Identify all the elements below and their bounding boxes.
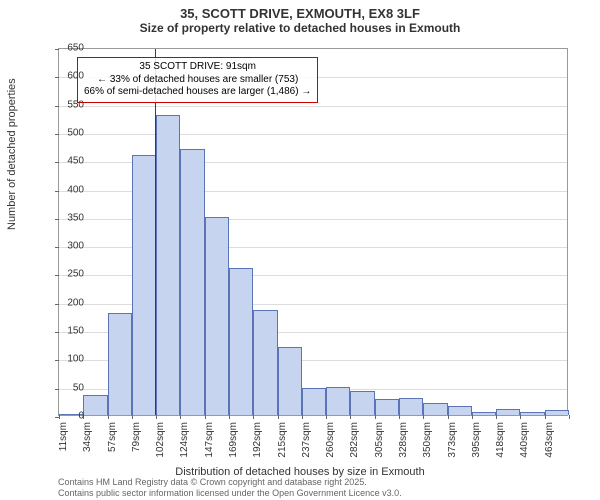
- y-tick-label: 650: [44, 43, 84, 54]
- y-tick-label: 150: [44, 326, 84, 337]
- x-tick: [423, 415, 424, 419]
- annotation-line: 35 SCOTT DRIVE: 91sqm: [84, 61, 311, 74]
- x-tick: [545, 415, 546, 419]
- x-tick: [569, 415, 570, 419]
- histogram-bar: [229, 268, 253, 415]
- histogram-bar: [545, 410, 569, 415]
- y-tick-label: 300: [44, 241, 84, 252]
- x-tick: [399, 415, 400, 419]
- title-line1: 35, SCOTT DRIVE, EXMOUTH, EX8 3LF: [0, 6, 600, 21]
- histogram-bar: [205, 217, 229, 415]
- annotation-line: ← 33% of detached houses are smaller (75…: [84, 74, 311, 87]
- x-tick: [278, 415, 279, 419]
- annotation-box: 35 SCOTT DRIVE: 91sqm← 33% of detached h…: [77, 57, 318, 103]
- x-tick: [448, 415, 449, 419]
- x-tick: [302, 415, 303, 419]
- x-tick: [108, 415, 109, 419]
- y-gridline: [59, 134, 567, 135]
- y-tick-label: 400: [44, 184, 84, 195]
- credit-line2: Contains public sector information licen…: [58, 488, 402, 498]
- y-tick-label: 0: [44, 411, 84, 422]
- y-tick-label: 250: [44, 269, 84, 280]
- y-axis-label: Number of detached properties: [6, 78, 18, 230]
- histogram-bar: [496, 409, 520, 415]
- x-tick: [229, 415, 230, 419]
- property-marker-line: [155, 49, 156, 415]
- histogram-plot: 35 SCOTT DRIVE: 91sqm← 33% of detached h…: [58, 48, 568, 416]
- x-tick: [472, 415, 473, 419]
- y-tick-label: 350: [44, 212, 84, 223]
- y-tick-label: 100: [44, 354, 84, 365]
- histogram-bar: [520, 412, 544, 415]
- histogram-bar: [253, 310, 277, 415]
- x-tick: [180, 415, 181, 419]
- annotation-line: 66% of semi-detached houses are larger (…: [84, 86, 311, 99]
- credit-line1: Contains HM Land Registry data © Crown c…: [58, 477, 402, 487]
- x-tick: [253, 415, 254, 419]
- y-tick-label: 450: [44, 156, 84, 167]
- x-tick: [496, 415, 497, 419]
- title-line2: Size of property relative to detached ho…: [0, 21, 600, 35]
- x-tick: [520, 415, 521, 419]
- histogram-bar: [423, 403, 447, 415]
- chart-credits: Contains HM Land Registry data © Crown c…: [58, 477, 402, 498]
- histogram-bar: [83, 395, 107, 415]
- histogram-bar: [278, 347, 302, 415]
- histogram-bar: [156, 115, 180, 415]
- x-tick: [326, 415, 327, 419]
- histogram-bar: [448, 406, 472, 415]
- y-tick-label: 200: [44, 297, 84, 308]
- histogram-bar: [399, 398, 423, 415]
- histogram-bar: [375, 399, 399, 415]
- x-tick: [350, 415, 351, 419]
- x-tick: [156, 415, 157, 419]
- histogram-bar: [180, 149, 204, 415]
- x-axis-label: Distribution of detached houses by size …: [0, 466, 600, 478]
- y-tick-label: 500: [44, 127, 84, 138]
- y-tick-label: 50: [44, 382, 84, 393]
- x-tick: [375, 415, 376, 419]
- y-gridline: [59, 106, 567, 107]
- histogram-bar: [132, 155, 156, 415]
- x-tick: [205, 415, 206, 419]
- chart-title: 35, SCOTT DRIVE, EXMOUTH, EX8 3LF Size o…: [0, 0, 600, 35]
- histogram-bar: [326, 387, 350, 415]
- histogram-bar: [350, 391, 374, 415]
- y-tick-label: 600: [44, 71, 84, 82]
- x-tick: [132, 415, 133, 419]
- histogram-bar: [472, 412, 496, 415]
- y-tick-label: 550: [44, 99, 84, 110]
- histogram-bar: [108, 313, 132, 415]
- histogram-bar: [302, 388, 326, 415]
